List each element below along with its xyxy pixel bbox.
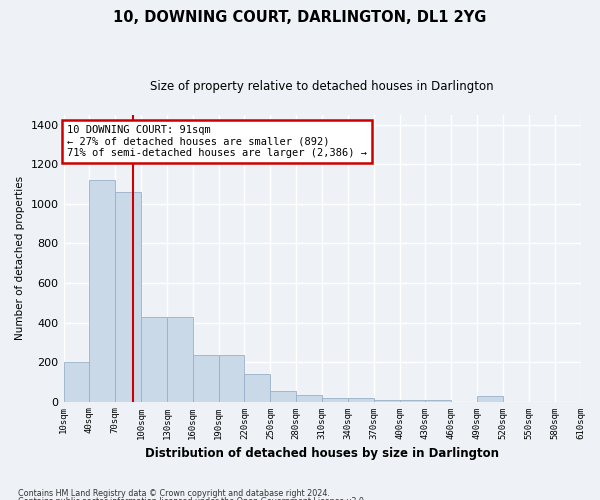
Bar xyxy=(400,400,425,402)
Bar xyxy=(477,396,503,402)
Bar xyxy=(193,355,218,402)
Text: 10, DOWNING COURT, DARLINGTON, DL1 2YG: 10, DOWNING COURT, DARLINGTON, DL1 2YG xyxy=(113,10,487,25)
Bar xyxy=(271,390,296,402)
Bar xyxy=(115,192,141,402)
Bar xyxy=(244,374,271,402)
X-axis label: Distribution of detached houses by size in Darlington: Distribution of detached houses by size … xyxy=(145,447,499,460)
Bar xyxy=(296,394,322,402)
Bar xyxy=(348,398,374,402)
Title: Size of property relative to detached houses in Darlington: Size of property relative to detached ho… xyxy=(150,80,494,93)
Text: 10 DOWNING COURT: 91sqm
← 27% of detached houses are smaller (892)
71% of semi-d: 10 DOWNING COURT: 91sqm ← 27% of detache… xyxy=(67,125,367,158)
Bar xyxy=(141,316,167,402)
Bar xyxy=(374,400,400,402)
Y-axis label: Number of detached properties: Number of detached properties xyxy=(15,176,25,340)
Text: Contains HM Land Registry data © Crown copyright and database right 2024.: Contains HM Land Registry data © Crown c… xyxy=(18,488,330,498)
Bar xyxy=(425,400,451,402)
Bar xyxy=(218,355,244,402)
Text: Contains public sector information licensed under the Open Government Licence v3: Contains public sector information licen… xyxy=(18,497,367,500)
Bar xyxy=(89,180,115,402)
Bar xyxy=(167,316,193,402)
Bar xyxy=(322,398,348,402)
Bar xyxy=(64,362,89,402)
